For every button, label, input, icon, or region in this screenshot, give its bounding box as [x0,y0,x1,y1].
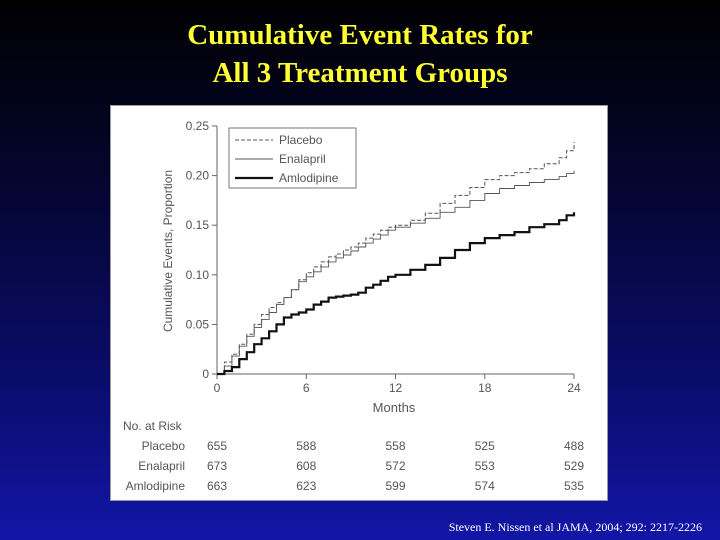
at-risk-value: 588 [296,439,316,453]
slide-title-line-1: Cumulative Event Rates for [187,19,533,51]
y-axis-label: Cumulative Events, Proportion [161,170,175,332]
at-risk-value: 608 [296,459,316,473]
legend-label-enalapril: Enalapril [279,152,326,166]
at-risk-value: 663 [207,479,227,493]
at-risk-value: 673 [207,459,227,473]
at-risk-value: 488 [564,439,584,453]
at-risk-row-label: Amlodipine [126,479,186,493]
at-risk-value: 525 [475,439,495,453]
at-risk-row-label: Placebo [142,439,186,453]
x-tick-label: 0 [214,381,221,395]
legend-label-amlodipine: Amlodipine [279,171,339,185]
at-risk-value: 558 [385,439,405,453]
x-tick-label: 24 [567,381,581,395]
y-tick-label: 0.10 [186,268,210,282]
y-tick-label: 0 [202,367,209,381]
y-tick-label: 0.25 [186,119,210,133]
x-tick-label: 6 [303,381,310,395]
y-tick-label: 0.15 [186,218,210,232]
legend-label-placebo: Placebo [279,133,323,147]
x-tick-label: 12 [389,381,403,395]
citation: Steven E. Nissen et al JAMA, 2004; 292: … [448,520,702,534]
at-risk-value: 553 [475,459,495,473]
y-tick-label: 0.05 [186,317,210,331]
at-risk-value: 535 [564,479,584,493]
at-risk-header: No. at Risk [123,419,183,433]
chart-panel: Cumulative Events, Proportion Months No.… [110,105,608,501]
x-tick-label: 18 [478,381,492,395]
slide-title-line-2: All 3 Treatment Groups [212,57,508,89]
slide-title: Cumulative Event Rates for All 3 Treatme… [0,16,720,92]
at-risk-row-label: Enalapril [138,459,185,473]
at-risk-value: 623 [296,479,316,493]
at-risk-value: 655 [207,439,227,453]
series-line-enalapril [217,170,575,375]
at-risk-value: 599 [385,479,405,493]
at-risk-value: 529 [564,459,584,473]
at-risk-value: 572 [385,459,405,473]
km-chart: Cumulative Events, Proportion Months No.… [123,119,584,493]
at-risk-value: 574 [475,479,495,493]
series-line-amlodipine [217,212,576,376]
y-tick-label: 0.20 [186,169,210,183]
x-axis-label: Months [373,400,416,415]
